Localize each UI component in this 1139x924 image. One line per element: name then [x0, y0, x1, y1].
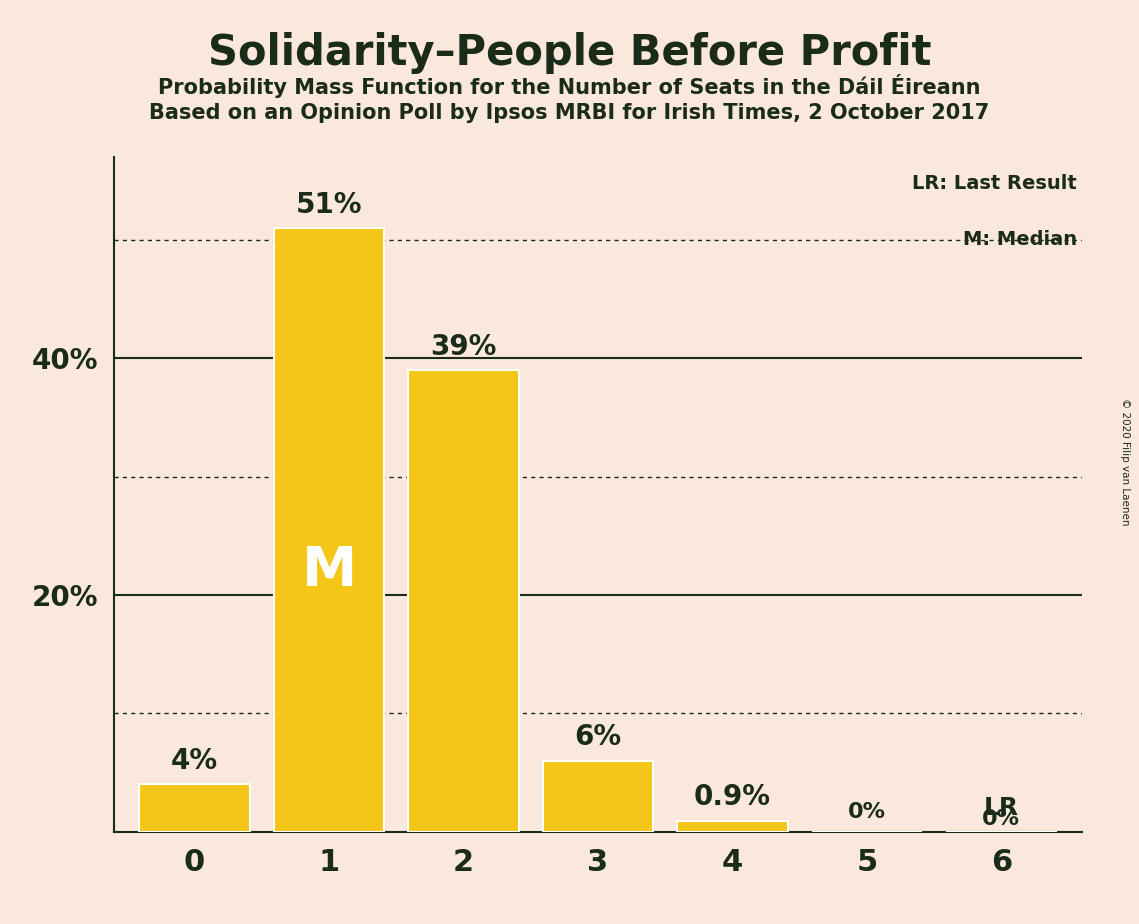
- Bar: [409, 371, 518, 832]
- Text: 0%: 0%: [982, 809, 1021, 829]
- Text: LR: Last Result: LR: Last Result: [912, 174, 1077, 193]
- Text: 51%: 51%: [296, 190, 362, 219]
- Text: Based on an Opinion Poll by Ipsos MRBI for Irish Times, 2 October 2017: Based on an Opinion Poll by Ipsos MRBI f…: [149, 103, 990, 124]
- Text: M: M: [302, 544, 357, 598]
- Text: M: Median: M: Median: [964, 230, 1077, 249]
- Text: 0.9%: 0.9%: [694, 784, 771, 811]
- Text: 0%: 0%: [847, 802, 886, 822]
- Text: 6%: 6%: [574, 723, 622, 751]
- Text: Solidarity–People Before Profit: Solidarity–People Before Profit: [207, 32, 932, 74]
- Text: LR: LR: [984, 796, 1019, 820]
- Text: Probability Mass Function for the Number of Seats in the Dáil Éireann: Probability Mass Function for the Number…: [158, 74, 981, 98]
- Text: 39%: 39%: [431, 333, 497, 360]
- Bar: [273, 228, 384, 832]
- Text: 4%: 4%: [171, 747, 219, 775]
- Bar: [543, 760, 653, 832]
- Bar: [678, 821, 787, 832]
- Bar: [139, 784, 249, 832]
- Text: © 2020 Filip van Laenen: © 2020 Filip van Laenen: [1121, 398, 1130, 526]
